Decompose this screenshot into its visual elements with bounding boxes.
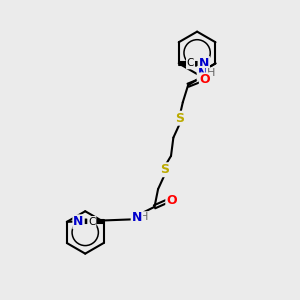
- Text: H: H: [140, 212, 149, 222]
- Text: N: N: [74, 215, 84, 228]
- Text: O: O: [200, 74, 211, 86]
- Text: N: N: [132, 211, 142, 224]
- Text: S: S: [175, 112, 184, 125]
- Text: O: O: [166, 194, 177, 207]
- Text: H: H: [207, 68, 215, 78]
- Text: N: N: [199, 57, 209, 70]
- Text: S: S: [160, 163, 169, 176]
- Text: C: C: [88, 217, 95, 227]
- Text: N: N: [198, 67, 208, 80]
- Text: C: C: [187, 58, 194, 68]
